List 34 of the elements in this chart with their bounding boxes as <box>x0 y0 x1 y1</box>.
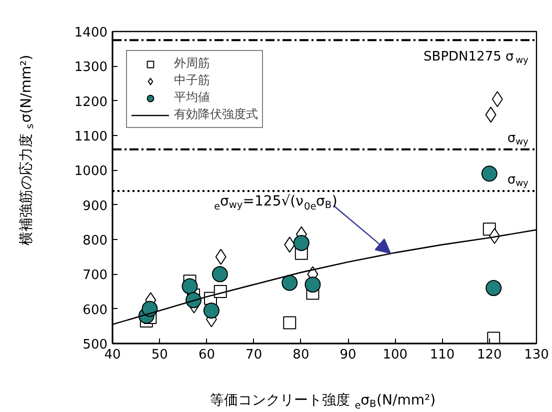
y-tick-label: 900 <box>82 198 108 214</box>
point <box>486 280 502 296</box>
y-tick-label: 1300 <box>74 60 108 76</box>
x-tick-label: 120 <box>476 348 502 362</box>
x-tick-label: 110 <box>430 348 455 362</box>
x-tick-label: 90 <box>340 348 356 362</box>
x-tick-label: 80 <box>292 348 310 362</box>
point <box>142 300 158 317</box>
point <box>282 274 298 291</box>
point <box>203 302 220 319</box>
point <box>304 276 321 293</box>
y-tick-label: 1200 <box>74 94 108 110</box>
legend-label: 外周筋 <box>174 55 210 72</box>
x-tick-label: 50 <box>151 348 168 362</box>
x-tick-label: 60 <box>198 348 215 362</box>
y-tick-label: 600 <box>82 302 108 318</box>
y-axis-title: 横補強筋の応力度 sσ(N/mm²) <box>18 54 36 246</box>
legend-label: 有効降伏強度式 <box>174 106 258 123</box>
x-tick-label: 130 <box>524 348 549 362</box>
x-tick-label: 100 <box>382 348 408 362</box>
y-tick-label: 800 <box>82 234 108 248</box>
y-tick-label: 700 <box>82 268 108 284</box>
y-tick-label: 1100 <box>74 130 108 144</box>
point <box>283 316 296 330</box>
point <box>487 332 500 344</box>
legend-label: 中子筋 <box>174 72 210 89</box>
x-tick-label: 70 <box>246 348 262 362</box>
y-tick-label: 1000 <box>74 164 108 180</box>
y-tick-label: 1400 <box>74 26 108 40</box>
point <box>481 166 498 182</box>
point <box>212 266 228 282</box>
point <box>182 278 198 294</box>
point <box>293 234 310 251</box>
legend-label: 平均値 <box>174 89 210 106</box>
